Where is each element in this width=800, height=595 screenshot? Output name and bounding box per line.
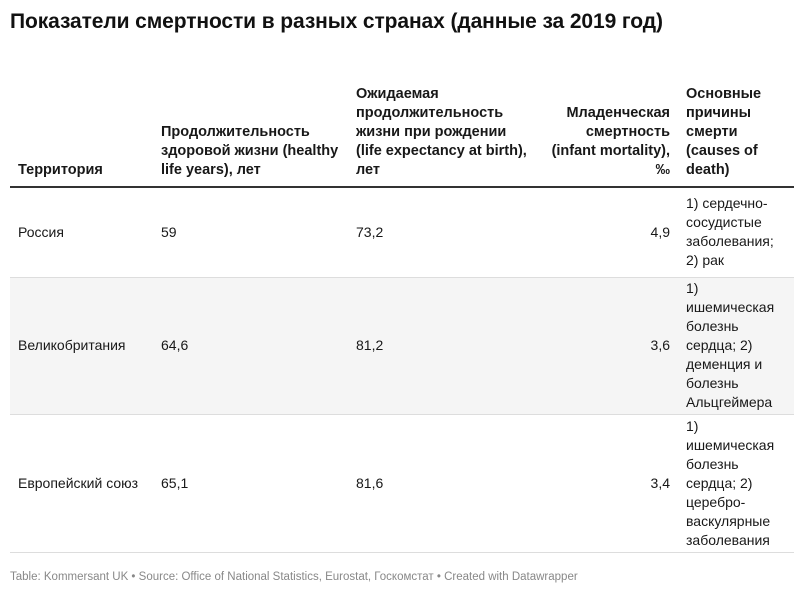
cell-territory: Европейский союз xyxy=(10,414,153,553)
cell-healthy-life-years: 65,1 xyxy=(153,414,348,553)
cell-healthy-life-years: 64,6 xyxy=(153,277,348,415)
cell-territory: Россия xyxy=(10,187,153,278)
chart-title: Показатели смертности в разных странах (… xyxy=(10,10,663,33)
cell-life-expectancy: 81,2 xyxy=(348,277,543,415)
column-header-healthy-life-years: Продолжительность здоровой жизни (health… xyxy=(153,62,348,188)
cell-causes-of-death: 1) ишемическая болезнь сердца; 2) деменц… xyxy=(678,277,794,415)
column-header-infant-mortality: Младенческая смертность (infant mortalit… xyxy=(543,62,678,188)
cell-healthy-life-years: 59 xyxy=(153,187,348,278)
table-row: Европейский союз 65,1 81,6 3,4 1) ишемич… xyxy=(10,414,794,553)
source-footer: Table: Kommersant UK • Source: Office of… xyxy=(10,571,578,583)
table-row: Великобритания 64,6 81,2 3,6 1) ишемичес… xyxy=(10,277,794,415)
column-header-life-expectancy: Ожидаемая продолжительность жизни при ро… xyxy=(348,62,543,188)
cell-causes-of-death: 1) сердечно-сосудистые заболевания; 2) р… xyxy=(678,187,794,278)
cell-infant-mortality: 3,4 xyxy=(543,414,678,553)
cell-infant-mortality: 4,9 xyxy=(543,187,678,278)
cell-life-expectancy: 73,2 xyxy=(348,187,543,278)
cell-infant-mortality: 3,6 xyxy=(543,277,678,415)
column-header-causes-of-death: Основные причины смерти (causes of death… xyxy=(678,62,794,188)
cell-life-expectancy: 81,6 xyxy=(348,414,543,553)
table-row: Россия 59 73,2 4,9 1) сердечно-сосудисты… xyxy=(10,187,794,278)
data-table: Территория Продолжительность здоровой жи… xyxy=(10,62,794,553)
column-header-territory: Территория xyxy=(10,62,153,188)
header-row: Территория Продолжительность здоровой жи… xyxy=(10,62,794,188)
cell-territory: Великобритания xyxy=(10,277,153,415)
cell-causes-of-death: 1) ишемическая болезнь сердца; 2) церебр… xyxy=(678,414,794,553)
